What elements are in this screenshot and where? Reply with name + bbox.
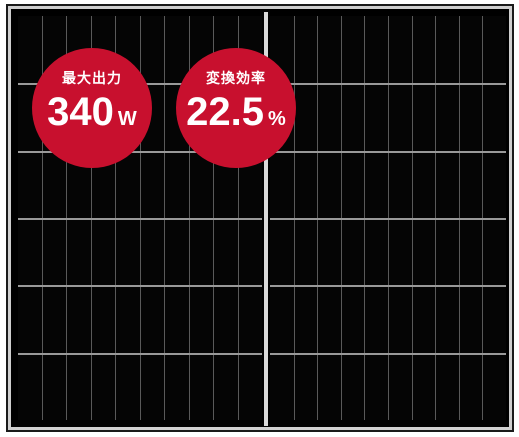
efficiency-badge: 変換効率 22.5% bbox=[176, 48, 296, 168]
max-output-badge: 最大出力 340 W bbox=[32, 48, 152, 168]
max-output-value: 340 bbox=[47, 90, 114, 134]
max-output-unit: W bbox=[117, 108, 137, 130]
efficiency-value-group: 22.5% bbox=[176, 88, 296, 136]
efficiency-label: 変換効率 bbox=[206, 71, 266, 87]
efficiency-value: 22.5 bbox=[186, 90, 265, 134]
max-output-value-group: 340 W bbox=[32, 88, 152, 136]
efficiency-unit: % bbox=[268, 108, 286, 130]
max-output-label: 最大出力 bbox=[62, 71, 122, 87]
panel-half-right bbox=[270, 16, 506, 420]
panel-center-bar bbox=[264, 12, 268, 426]
